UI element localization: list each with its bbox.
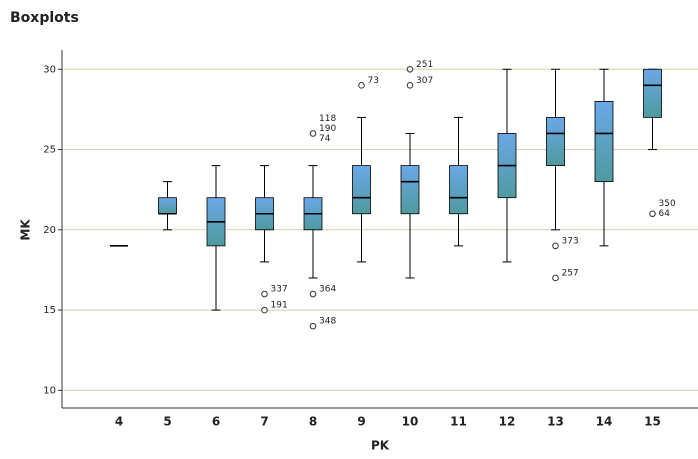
outlier: [261, 306, 268, 314]
x-tick-label: 7: [260, 415, 268, 429]
outlier: [358, 82, 365, 89]
outlier-label: 118: [319, 114, 336, 124]
x-tick-label: 12: [499, 415, 516, 429]
x-tick-label: 10: [402, 415, 419, 429]
x-tick-label: 9: [357, 415, 365, 429]
x-tick-label: 14: [596, 415, 613, 429]
box: [546, 117, 565, 166]
outlier: [261, 290, 268, 298]
x-tick-label: 6: [212, 415, 220, 429]
outlier-label: 191: [271, 301, 288, 311]
box: [643, 68, 662, 118]
x-tick-label: 13: [547, 415, 564, 429]
outlier: [552, 274, 559, 282]
outlier: [309, 290, 317, 298]
outlier-label: 64: [659, 209, 671, 219]
y-tick-label: 25: [43, 145, 56, 156]
box: [594, 100, 614, 183]
outlier-label: 350: [659, 199, 676, 209]
outlier-label: 373: [562, 236, 579, 246]
outlier: [406, 65, 414, 73]
x-tick-label: 11: [450, 415, 467, 429]
box: [158, 197, 177, 215]
outlier-label: 257: [562, 268, 579, 278]
outlier-label: 348: [319, 317, 336, 327]
y-tick-label: 30: [43, 64, 56, 75]
outlier-label: 251: [416, 60, 433, 70]
box: [449, 165, 468, 215]
outlier: [309, 322, 317, 330]
x-tick-label: 15: [644, 415, 661, 429]
y-tick-label: 20: [43, 225, 56, 236]
outlier: [309, 130, 317, 137]
outlier: [649, 210, 656, 218]
outlier: [406, 82, 414, 89]
outlier-label: 73: [368, 76, 379, 86]
outlier-label: 307: [416, 76, 433, 86]
y-tick-label: 10: [43, 385, 56, 396]
outlier-label: 190: [319, 124, 336, 134]
outlier-label: 364: [319, 285, 336, 295]
chart-title: Boxplots: [10, 10, 79, 26]
box: [400, 165, 420, 215]
outlier-label: 74: [319, 134, 331, 144]
x-axis-label: PK: [371, 439, 390, 453]
box: [352, 165, 371, 215]
y-tick-label: 15: [43, 305, 56, 316]
x-tick-label: 4: [115, 415, 123, 429]
outlier: [552, 242, 559, 250]
x-tick-label: 8: [309, 415, 317, 429]
x-tick-label: 5: [163, 415, 171, 429]
y-axis-label: MK: [19, 219, 33, 241]
outlier-label: 337: [271, 285, 288, 295]
